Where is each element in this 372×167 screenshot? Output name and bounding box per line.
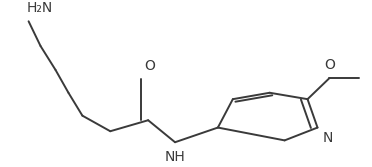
Text: NH: NH [165, 150, 185, 164]
Text: O: O [324, 58, 335, 72]
Text: H₂N: H₂N [27, 1, 53, 15]
Text: O: O [145, 59, 155, 73]
Text: N: N [323, 131, 333, 145]
